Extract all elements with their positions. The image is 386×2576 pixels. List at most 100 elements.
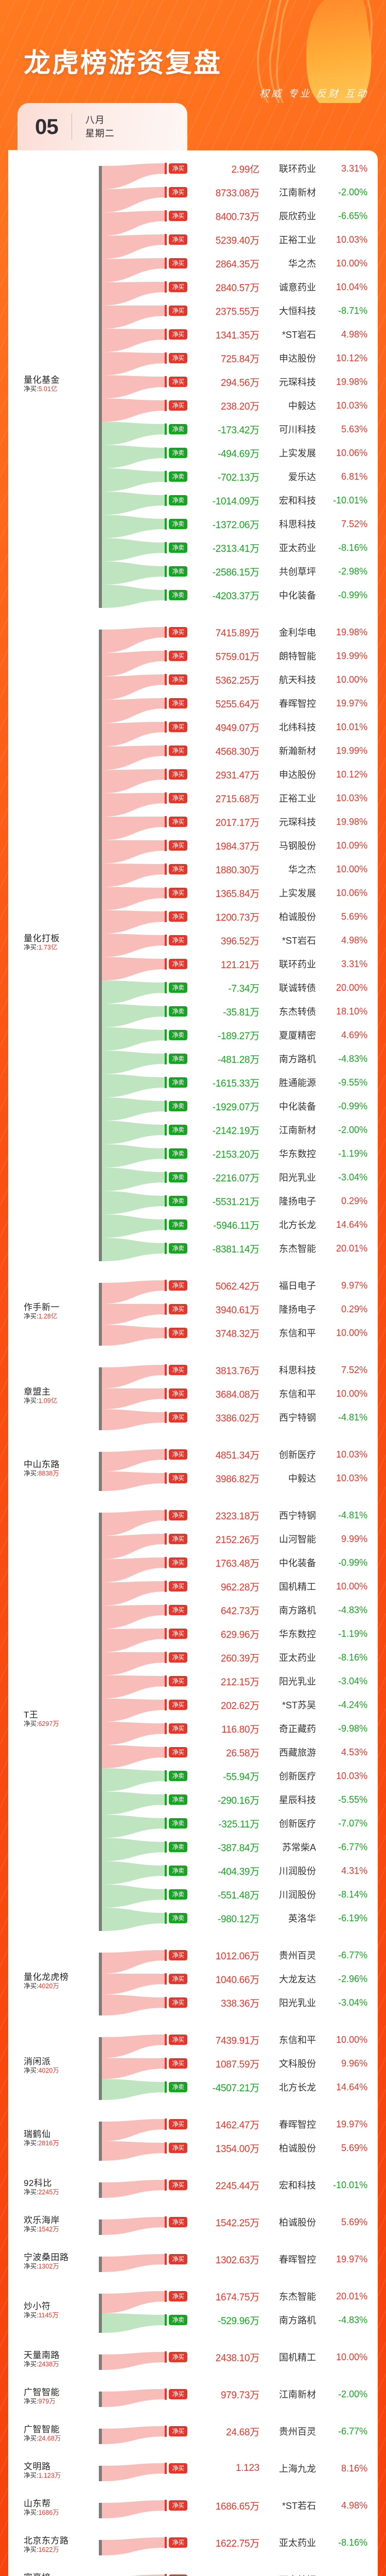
flow-row[interactable]: 净买 1880.30万 华之杰 10.00% (169, 862, 378, 876)
flow-row[interactable]: 净卖 -4507.21万 北方长龙 14.64% (169, 2080, 378, 2094)
stock-name[interactable]: 创新医疗 (279, 1819, 316, 1829)
stock-name[interactable]: 西藏旅游 (279, 1748, 316, 1758)
flow-row[interactable]: 净卖 -404.39万 川润股份 4.31% (169, 1864, 378, 1877)
flow-row[interactable]: 净买 1984.37万 马钢股份 10.09% (169, 839, 378, 852)
flow-row[interactable]: 净卖 -5946.11万 北方长龙 14.64% (169, 1218, 378, 1231)
flow-row[interactable]: 净卖 -1929.07万 中化装备 -0.99% (169, 1099, 378, 1113)
flow-row[interactable]: 净卖 -325.11万 创新医疗 -7.07% (169, 1817, 378, 1830)
flow-row[interactable]: 净卖 -2216.07万 阳光乳业 -3.04% (169, 1171, 378, 1184)
stock-name[interactable]: 亚太药业 (279, 2538, 316, 2548)
stock-name[interactable]: 文科股份 (279, 2059, 316, 2069)
flow-row[interactable]: 净卖 -702.13万 爱乐达 6.81% (169, 470, 378, 483)
flow-row[interactable]: 净买 2375.55万 大恒科技 -8.71% (169, 304, 378, 317)
flow-row[interactable]: 净买 2245.44万 宏和科技 -10.01% (169, 2178, 378, 2192)
stock-name[interactable]: 北纬科技 (279, 722, 316, 733)
flow-row[interactable]: 净买 2.99亿 联环药业 3.31% (169, 162, 378, 175)
flow-row[interactable]: 净买 3813.76万 科思科技 7.52% (169, 1363, 378, 1377)
flow-row[interactable]: 净买 1674.75万 东杰智能 20.01% (169, 2290, 378, 2303)
stock-name[interactable]: 中毅达 (288, 401, 316, 411)
stock-name[interactable]: 川润股份 (279, 1890, 316, 1900)
flow-row[interactable]: 净买 294.56万 元琛科技 19.98% (169, 375, 378, 388)
stock-name[interactable]: 大恒科技 (279, 306, 316, 316)
stock-name[interactable]: 中化装备 (279, 590, 316, 601)
stock-name[interactable]: 英洛华 (288, 1913, 316, 1924)
stock-name[interactable]: 川润股份 (279, 1866, 316, 1876)
flow-row[interactable]: 净买 1040.66万 大龙友达 -2.96% (169, 1972, 378, 1986)
flow-row[interactable]: 净买 1686.65万 *ST若石 4.98% (169, 2499, 378, 2512)
stock-name[interactable]: 航天科技 (279, 675, 316, 685)
flow-row[interactable]: 净买 121.21万 联环药业 3.31% (169, 957, 378, 971)
stock-name[interactable]: 阳光乳业 (279, 1173, 316, 1183)
flow-row[interactable]: 净买 338.36万 阳光乳业 -3.04% (169, 1996, 378, 2009)
flow-row[interactable]: 净买 212.15万 阳光乳业 -3.04% (169, 1674, 378, 1688)
stock-name[interactable]: 东信和平 (279, 1328, 316, 1338)
stock-name[interactable]: 联环药业 (279, 164, 316, 174)
stock-name[interactable]: 春晖智控 (279, 2255, 316, 2265)
flow-row[interactable]: 净卖 -2313.41万 亚太药业 -8.16% (169, 541, 378, 554)
stock-name[interactable]: 胜通能源 (279, 1078, 316, 1088)
stock-name[interactable]: 阳光乳业 (279, 1998, 316, 2008)
stock-name[interactable]: 江南新材 (279, 1125, 316, 1136)
stock-name[interactable]: 西宁特钢 (279, 1413, 316, 1423)
flow-row[interactable]: 净买 1302.63万 春晖智控 19.97% (169, 2252, 378, 2266)
flow-row[interactable]: 净买 2017.17万 元琛科技 19.98% (169, 815, 378, 828)
stock-name[interactable]: 江南新材 (279, 188, 316, 198)
flow-row[interactable]: 净买 1012.06万 贵州百灵 -6.77% (169, 1948, 378, 1962)
stock-name[interactable]: 星辰科技 (279, 1795, 316, 1805)
flow-row[interactable]: 净买 1354.00万 柏诚股份 5.69% (169, 2141, 378, 2155)
stock-name[interactable]: 科思科技 (279, 519, 316, 530)
stock-name[interactable]: *ST岩石 (282, 936, 316, 946)
stock-name[interactable]: 华东数控 (279, 1629, 316, 1639)
flow-row[interactable]: 净买 7415.89万 金利华电 19.98% (169, 625, 378, 639)
flow-row[interactable]: 净买 629.96万 华东数控 -1.19% (169, 1627, 378, 1640)
stock-name[interactable]: 隆扬电子 (279, 1304, 316, 1315)
flow-row[interactable]: 净买 116.80万 奇正藏药 -9.98% (169, 1722, 378, 1735)
flow-row[interactable]: 净买 1087.59万 文科股份 9.96% (169, 2057, 378, 2070)
flow-row[interactable]: 净卖 -529.96万 南方路机 -4.83% (169, 2313, 378, 2327)
flow-row[interactable]: 净买 3986.82万 中毅达 10.03% (169, 1471, 378, 1485)
flow-row[interactable]: 净买 725.84万 申达股份 10.12% (169, 351, 378, 365)
stock-name[interactable]: 国机精工 (279, 2352, 316, 2363)
flow-row[interactable]: 净买 1622.75万 亚太药业 -8.16% (169, 2536, 378, 2549)
flow-row[interactable]: 净卖 -2142.19万 江南新材 -2.00% (169, 1123, 378, 1137)
flow-row[interactable]: 净买 5255.64万 春晖智控 19.97% (169, 697, 378, 710)
flow-row[interactable]: 净买 5239.40万 正裕工业 10.03% (169, 233, 378, 246)
stock-name[interactable]: 宏和科技 (279, 496, 316, 506)
flow-row[interactable]: 净卖 -387.84万 苏常柴A -6.77% (169, 1840, 378, 1854)
stock-name[interactable]: 西宁特钢 (265, 2573, 322, 2576)
flow-row[interactable]: 净卖 -55.94万 创新医疗 10.03% (169, 1769, 378, 1783)
stock-name[interactable]: 华之杰 (288, 259, 316, 269)
flow-row[interactable]: 净卖 -1615.33万 胜通能源 -9.55% (169, 1076, 378, 1089)
flow-row[interactable]: 净买 3684.08万 东信和平 10.00% (169, 1387, 378, 1400)
flow-row[interactable]: 净卖 -1014.09万 宏和科技 -10.01% (169, 494, 378, 507)
stock-name[interactable]: 南方路机 (279, 2315, 316, 2326)
stock-name[interactable]: 上海九龙 (279, 2464, 316, 2474)
flow-row[interactable]: 净卖 -551.48万 川润股份 -8.14% (169, 1888, 378, 1901)
stock-name[interactable]: 福日电子 (279, 1281, 316, 1291)
stock-name[interactable]: 元琛科技 (279, 377, 316, 387)
flow-row[interactable]: 净买 3386.02万 西宁特钢 -4.81% (169, 1411, 378, 1424)
stock-name[interactable]: 西宁特钢 (279, 1511, 316, 1521)
stock-name[interactable]: 春晖智控 (279, 699, 316, 709)
flow-row[interactable]: 净卖 -8381.14万 东杰智能 20.01% (169, 1242, 378, 1255)
flow-row[interactable]: 净卖 -173.42万 可川科技 5.63% (169, 422, 378, 436)
stock-name[interactable]: 申达股份 (279, 353, 316, 364)
stock-name[interactable]: 马钢股份 (279, 841, 316, 851)
stock-name[interactable]: 朗特智能 (279, 651, 316, 662)
stock-name[interactable]: 联环药业 (279, 959, 316, 970)
stock-name[interactable]: 新瀚新材 (279, 746, 316, 756)
stock-name[interactable]: 贵州百灵 (279, 1951, 316, 1961)
flow-row[interactable]: 净买 26.58万 西藏旅游 4.53% (169, 1745, 378, 1759)
flow-row[interactable]: 净卖 -189.27万 夏厦精密 4.69% (169, 1028, 378, 1042)
flow-row[interactable]: 净卖 -2153.20万 华东数控 -1.19% (169, 1147, 378, 1160)
flow-row[interactable]: 净买 2438.10万 国机精工 10.00% (169, 2350, 378, 2364)
stock-name[interactable]: 上实发展 (279, 888, 316, 899)
flow-row[interactable]: 净买2617.46万西宁特钢-4.81% (169, 2573, 378, 2576)
stock-name[interactable]: 东杰智能 (279, 2292, 316, 2302)
stock-name[interactable]: 爱乐达 (288, 472, 316, 482)
stock-name[interactable]: 华东数控 (279, 1149, 316, 1159)
flow-row[interactable]: 净买 5362.25万 航天科技 10.00% (169, 673, 378, 686)
flow-row[interactable]: 净卖 -1372.06万 科思科技 7.52% (169, 517, 378, 531)
stock-name[interactable]: 申达股份 (279, 770, 316, 780)
stock-name[interactable]: 中毅达 (288, 1473, 316, 1484)
